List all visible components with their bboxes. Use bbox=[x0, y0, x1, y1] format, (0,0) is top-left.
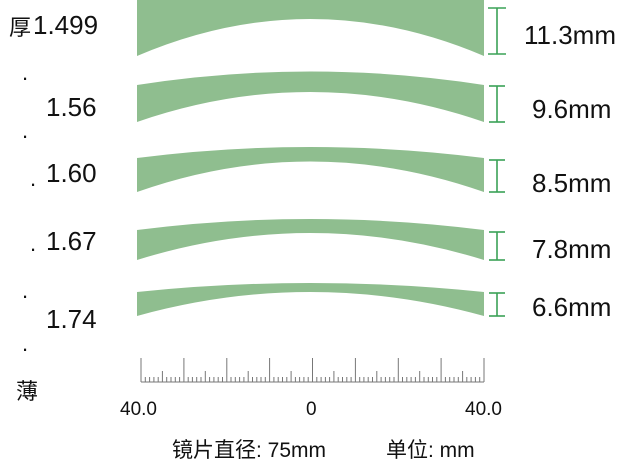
separator-dot: . bbox=[30, 166, 37, 191]
thickness-label-156: 9.6mm bbox=[532, 94, 612, 124]
index-label-160: 1.60 bbox=[46, 158, 97, 188]
lens-shape-174 bbox=[137, 283, 484, 316]
lens-shape-160 bbox=[137, 147, 484, 192]
thickness-label-174: 6.6mm bbox=[532, 292, 612, 322]
separator-dot: . bbox=[22, 60, 29, 85]
lens-shape-156 bbox=[137, 71, 484, 122]
thickness-label-167: 7.8mm bbox=[532, 234, 612, 264]
ruler-label-left: 40.0 bbox=[120, 399, 157, 420]
index-label-167: 1.67 bbox=[46, 226, 97, 256]
index-label-174: 1.74 bbox=[46, 304, 97, 334]
separator-dot: . bbox=[30, 231, 37, 256]
diameter-text: 镜片直径: 75mm bbox=[172, 439, 327, 462]
separator-dot: . bbox=[22, 278, 29, 303]
thick-label: 厚 bbox=[9, 16, 32, 41]
separator-dot: . bbox=[22, 118, 29, 143]
index-label-1499: 1.499 bbox=[33, 10, 99, 40]
unit-text: 单位: mm bbox=[386, 439, 475, 462]
diameter-caption: 镜片直径: 75mm bbox=[172, 440, 326, 461]
thickness-bracket-174 bbox=[489, 292, 505, 317]
unit-caption: 单位: mm bbox=[386, 440, 475, 461]
lens-shape-1499 bbox=[137, 0, 484, 56]
ruler-label-center: 0 bbox=[306, 399, 317, 420]
thickness-label-160: 8.5mm bbox=[532, 168, 612, 198]
separator-dot: . bbox=[22, 331, 29, 356]
lens-shape-167 bbox=[137, 219, 484, 260]
thickness-bracket-160 bbox=[489, 159, 505, 193]
thickness-label-1499: 11.3mm bbox=[524, 20, 616, 50]
thickness-bracket-167 bbox=[489, 231, 505, 261]
thickness-bracket-1499 bbox=[488, 7, 506, 55]
thin-label: 薄 bbox=[16, 380, 39, 405]
index-label-156: 1.56 bbox=[46, 92, 97, 122]
ruler-label-right: 40.0 bbox=[465, 399, 502, 420]
ruler-scale bbox=[140, 358, 485, 383]
thickness-bracket-156 bbox=[489, 85, 505, 123]
